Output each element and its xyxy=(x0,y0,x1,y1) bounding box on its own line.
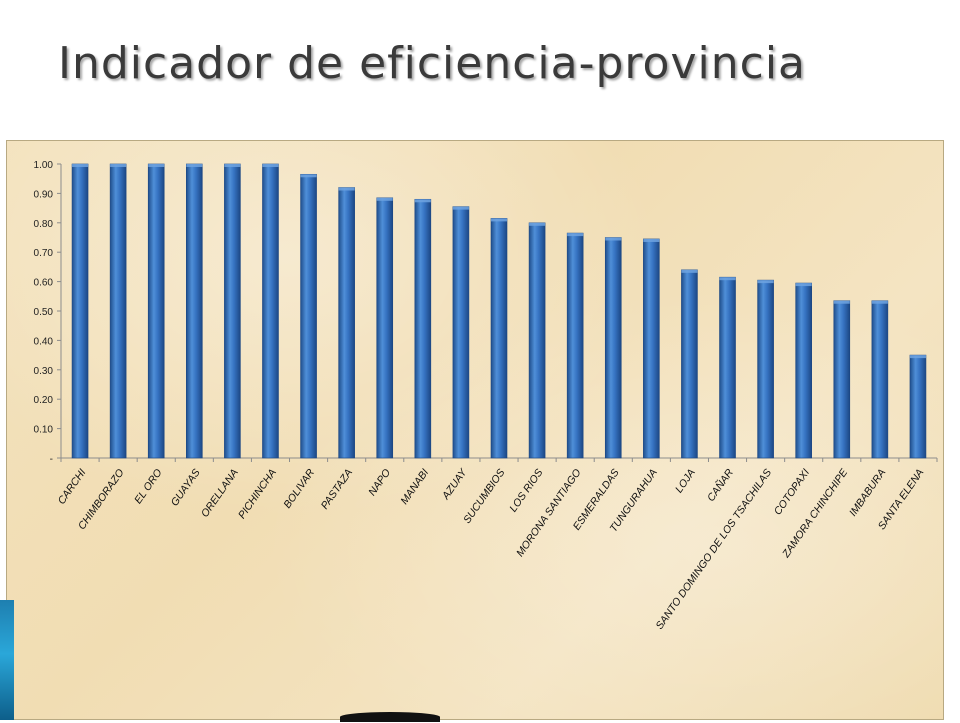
x-tick-label: IMBABURA xyxy=(847,467,888,519)
bar-carchi xyxy=(71,163,89,459)
bar-cap xyxy=(72,164,89,167)
bar-cap xyxy=(148,164,165,167)
bar-cap xyxy=(186,164,203,167)
y-tick-label: 0.10 xyxy=(34,425,54,436)
bar-zamora-chinchipe xyxy=(833,300,851,459)
x-tick-label: MANABI xyxy=(398,467,431,507)
x-tick-label: MORONA SANTIAGO xyxy=(514,467,584,559)
bar-manabi xyxy=(414,198,432,459)
bar-cap xyxy=(909,355,926,359)
x-tick-label: LOS RIOS xyxy=(507,467,545,515)
bar-pastaza xyxy=(338,187,355,459)
bar-los-rios xyxy=(528,222,546,459)
x-tick-label: CARCHI xyxy=(56,467,89,507)
bar-pichincha xyxy=(262,163,279,459)
x-tick-label: COTOPAXI xyxy=(772,467,812,518)
bar-cap xyxy=(605,237,622,241)
y-tick-label: 0.80 xyxy=(34,219,54,230)
y-tick-label: 0.30 xyxy=(34,366,54,377)
bar-chimborazo xyxy=(109,163,127,459)
bar-cap xyxy=(491,218,507,222)
bar-loja xyxy=(681,269,698,459)
x-tick-label: ORELLANA xyxy=(199,467,241,520)
x-tick-label: PASTAZA xyxy=(319,467,355,512)
chart-area: CARCHI CHIMBORAZO EL ORO GUAYAS ORELLANA PICH… xyxy=(6,140,944,720)
bar-cap xyxy=(300,174,317,178)
y-tick-label: - xyxy=(50,454,53,465)
bar-napo xyxy=(376,197,394,459)
bar-cap xyxy=(376,197,393,201)
bar-cotopaxi xyxy=(795,282,812,459)
y-tick-label: 0.70 xyxy=(34,248,54,259)
bar-cap xyxy=(757,280,774,284)
bar-cap xyxy=(871,300,888,304)
bar-guayas xyxy=(186,163,203,459)
x-tick-label: NAPO xyxy=(366,467,393,498)
slide-title: Indicador de eficiencia-provincia xyxy=(58,38,806,89)
bar-santa-elena xyxy=(909,354,927,459)
bar-morona-santiago xyxy=(566,232,584,459)
bar-cap xyxy=(681,269,698,273)
bar-tungurahua xyxy=(643,238,660,459)
bar-cap xyxy=(262,164,279,167)
x-tick-label: LOJA xyxy=(673,467,698,495)
bar-imbabura xyxy=(871,300,889,459)
y-tick-label: 0.60 xyxy=(34,278,54,289)
chart-bars xyxy=(71,163,927,459)
bar-cap xyxy=(452,206,469,210)
bar-cap xyxy=(110,164,127,167)
y-tick-label: 0.20 xyxy=(34,395,54,406)
bar-cap xyxy=(643,238,660,242)
bar-cap xyxy=(338,187,355,191)
x-tick-label: CAÑAR xyxy=(704,466,736,504)
bar-cap xyxy=(224,164,241,167)
y-tick-label: 0.50 xyxy=(34,307,54,318)
x-tick-label: AZUAY xyxy=(439,466,470,503)
x-tick-label: PICHINCHA xyxy=(236,467,279,521)
bar-esmeraldas xyxy=(604,237,622,459)
bar-orellana xyxy=(224,163,241,459)
x-tick-label: BOLIVAR xyxy=(281,467,317,511)
x-tick-label: SUCUMBIOS xyxy=(461,467,507,526)
x-tick-label: EL ORO xyxy=(132,467,164,506)
y-axis-labels: - 0.10 0.20 0.30 0.40 0.50 0.60 0.70 0.80 0.90 1.0… xyxy=(34,160,54,465)
bar-cap xyxy=(719,277,736,281)
bar-cap xyxy=(795,283,812,287)
y-tick-label: 0.40 xyxy=(34,336,54,347)
x-tick-label: ZAMORA CHINCHIPE xyxy=(779,466,850,561)
bar-cap xyxy=(529,222,546,226)
x-tick-label: GUAYAS xyxy=(169,467,203,509)
bar-sucumbios xyxy=(490,218,508,459)
bar-cap xyxy=(567,233,584,237)
y-tick-label: 1.00 xyxy=(34,160,54,171)
bar-bolivar xyxy=(300,173,317,459)
bar-cap xyxy=(414,199,431,203)
bar-cap xyxy=(833,300,850,304)
y-tick-label: 0.90 xyxy=(34,189,54,200)
slide-decoration xyxy=(0,600,14,720)
bar-santo-domingo-de-los-tsachilas xyxy=(757,279,774,459)
bar-cañar xyxy=(719,276,736,459)
bar-azuay xyxy=(452,206,470,459)
bar-el-oro xyxy=(147,163,165,459)
slide-decoration-bottom xyxy=(340,712,440,722)
